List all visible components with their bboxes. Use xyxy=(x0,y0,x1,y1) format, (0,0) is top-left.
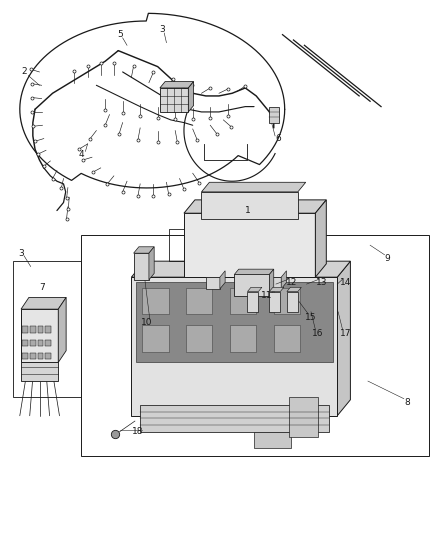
Bar xyxy=(140,405,328,432)
Bar xyxy=(21,362,58,381)
Bar xyxy=(142,288,169,314)
Bar xyxy=(38,340,43,346)
Bar xyxy=(22,326,28,333)
Bar xyxy=(21,309,58,362)
Text: 16: 16 xyxy=(312,329,323,337)
Text: 9: 9 xyxy=(385,254,391,263)
Polygon shape xyxy=(281,271,286,289)
Bar xyxy=(22,340,28,346)
Text: 13: 13 xyxy=(316,278,328,287)
Polygon shape xyxy=(21,297,66,309)
Bar xyxy=(269,107,279,123)
Bar xyxy=(247,292,258,312)
Bar xyxy=(289,397,318,437)
Text: 15: 15 xyxy=(305,313,317,321)
Text: 1: 1 xyxy=(244,206,251,215)
Polygon shape xyxy=(134,247,154,253)
Text: 3: 3 xyxy=(159,25,165,34)
Polygon shape xyxy=(287,287,301,292)
Bar xyxy=(46,353,51,359)
Polygon shape xyxy=(269,287,284,292)
Polygon shape xyxy=(58,297,66,362)
Bar xyxy=(46,326,51,333)
Polygon shape xyxy=(188,82,194,112)
Polygon shape xyxy=(234,269,274,274)
Bar xyxy=(230,288,256,314)
Text: 6: 6 xyxy=(275,134,281,143)
Polygon shape xyxy=(337,261,350,416)
Text: 14: 14 xyxy=(340,278,352,287)
Text: 4: 4 xyxy=(78,150,84,159)
Bar xyxy=(274,288,300,314)
Text: 18: 18 xyxy=(132,427,144,436)
Bar xyxy=(160,88,188,112)
Bar xyxy=(186,325,212,352)
Polygon shape xyxy=(220,271,225,289)
Bar xyxy=(13,261,81,397)
Polygon shape xyxy=(131,261,350,277)
Bar xyxy=(186,288,212,314)
Bar xyxy=(287,292,298,312)
Bar xyxy=(131,277,337,416)
Bar xyxy=(30,326,36,333)
Bar xyxy=(38,326,43,333)
Text: 11: 11 xyxy=(261,292,273,300)
Polygon shape xyxy=(269,269,274,296)
Bar xyxy=(269,292,280,312)
Bar xyxy=(230,325,256,352)
Bar xyxy=(201,192,298,219)
Bar xyxy=(46,340,51,346)
Bar xyxy=(254,432,291,448)
Bar xyxy=(81,235,429,456)
Polygon shape xyxy=(184,200,326,213)
Bar xyxy=(274,325,300,352)
Bar xyxy=(30,340,36,346)
Text: 5: 5 xyxy=(117,30,124,39)
Text: 12: 12 xyxy=(286,278,297,287)
Bar xyxy=(136,282,333,362)
Text: 3: 3 xyxy=(18,249,24,257)
Polygon shape xyxy=(247,287,262,292)
Text: 10: 10 xyxy=(141,318,152,327)
Bar xyxy=(206,277,220,289)
Text: 2: 2 xyxy=(21,68,27,76)
Bar xyxy=(30,353,36,359)
Bar xyxy=(267,277,281,289)
Polygon shape xyxy=(201,182,306,192)
Text: 7: 7 xyxy=(39,284,45,292)
Text: 8: 8 xyxy=(404,398,410,407)
Polygon shape xyxy=(315,200,326,277)
Bar xyxy=(134,253,149,280)
Bar xyxy=(38,353,43,359)
Polygon shape xyxy=(149,247,154,280)
Bar xyxy=(142,325,169,352)
Bar xyxy=(184,213,315,277)
Polygon shape xyxy=(160,82,194,88)
Bar xyxy=(22,353,28,359)
Bar xyxy=(234,274,269,296)
Text: 17: 17 xyxy=(340,329,352,337)
